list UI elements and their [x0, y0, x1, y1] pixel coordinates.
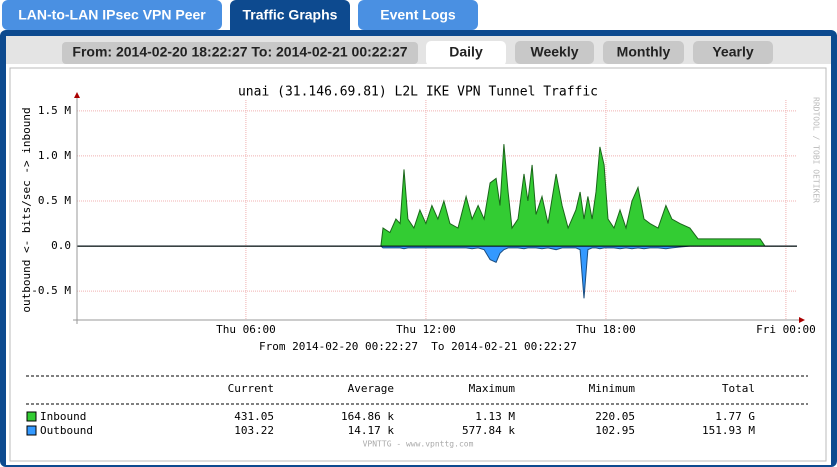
x-tick-label: Thu 06:00	[216, 323, 276, 336]
stats-header: Average	[348, 382, 394, 395]
stats-header: Current	[228, 382, 274, 395]
side-text: RRDTOOL / TOBI OETIKER	[812, 97, 821, 203]
stats-cell: 103.22	[234, 424, 274, 437]
stats-cell: 151.93 M	[702, 424, 755, 437]
subtab-label[interactable]: Daily	[449, 44, 483, 60]
subtab-label[interactable]: Weekly	[531, 44, 579, 60]
stats-cell: 102.95	[595, 424, 635, 437]
x-range-label: From 2014-02-20 00:22:27 To 2014-02-21 0…	[259, 340, 577, 353]
stats-cell: 164.86 k	[341, 410, 394, 423]
legend-swatch	[26, 411, 37, 422]
stats-cell: 1.77 G	[715, 410, 755, 423]
stats-cell: 431.05	[234, 410, 274, 423]
y-tick-label: 1.0 M	[38, 149, 71, 162]
y-tick-label: 0.5 M	[38, 194, 71, 207]
y-tick-label: -0.5 M	[31, 284, 71, 297]
stats-cell: 14.17 k	[348, 424, 395, 437]
footer: VPNTTG - www.vpnttg.com	[363, 440, 474, 449]
legend-label: Outbound	[40, 424, 93, 437]
subtab[interactable]	[515, 41, 594, 64]
subtab[interactable]	[603, 41, 684, 64]
tab[interactable]	[358, 0, 478, 30]
legend-label: Inbound	[40, 410, 86, 423]
tab[interactable]	[2, 0, 222, 30]
x-tick-label: Fri 00:00	[756, 323, 816, 336]
stats-cell: 577.84 k	[462, 424, 515, 437]
legend-swatch	[26, 425, 37, 436]
x-tick-label: Thu 18:00	[576, 323, 636, 336]
axis-arrow	[799, 317, 805, 323]
area-line	[77, 144, 797, 247]
stats-header: Maximum	[469, 382, 516, 395]
x-tick-label: Thu 12:00	[396, 323, 456, 336]
subtab[interactable]	[426, 41, 506, 66]
range-box	[62, 42, 418, 64]
tab[interactable]	[230, 0, 350, 36]
axis-arrow	[74, 92, 80, 98]
range-text: From: 2014-02-20 18:22:27 To: 2014-02-21…	[72, 44, 407, 60]
tab-label[interactable]: Event Logs	[380, 7, 456, 23]
tab-label[interactable]: LAN-to-LAN IPsec VPN Peer	[18, 7, 206, 23]
subtab[interactable]	[693, 41, 773, 64]
y-tick-label: 1.5 M	[38, 104, 71, 117]
plot-area	[77, 100, 797, 320]
area-line	[77, 245, 797, 299]
chart-title: unai (31.146.69.81) L2L IKE VPN Tunnel T…	[238, 85, 598, 100]
stats-header: Minimum	[589, 382, 636, 395]
stats-cell: 1.13 M	[475, 410, 515, 423]
stats-header: Total	[722, 382, 755, 395]
subtab-label[interactable]: Yearly	[712, 44, 753, 60]
stats-cell: 220.05	[595, 410, 635, 423]
tab-label[interactable]: Traffic Graphs	[243, 7, 338, 23]
y-axis-label: outbound <- bits/sec -> inbound	[20, 107, 33, 312]
subtab-label[interactable]: Monthly	[617, 44, 671, 60]
y-tick-label: 0.0	[51, 239, 71, 252]
